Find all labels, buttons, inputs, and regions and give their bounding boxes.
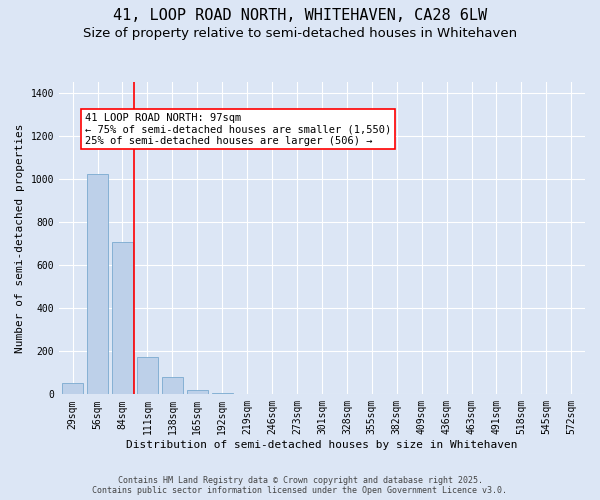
Text: Size of property relative to semi-detached houses in Whitehaven: Size of property relative to semi-detach…	[83, 28, 517, 40]
Text: 41 LOOP ROAD NORTH: 97sqm
← 75% of semi-detached houses are smaller (1,550)
25% : 41 LOOP ROAD NORTH: 97sqm ← 75% of semi-…	[85, 112, 391, 146]
Y-axis label: Number of semi-detached properties: Number of semi-detached properties	[15, 124, 25, 353]
Bar	[87, 174, 108, 394]
Bar	[162, 377, 183, 394]
Text: 41, LOOP ROAD NORTH, WHITEHAVEN, CA28 6LW: 41, LOOP ROAD NORTH, WHITEHAVEN, CA28 6L…	[113, 8, 487, 22]
X-axis label: Distribution of semi-detached houses by size in Whitehaven: Distribution of semi-detached houses by …	[126, 440, 518, 450]
Bar	[137, 356, 158, 395]
Text: Contains HM Land Registry data © Crown copyright and database right 2025.
Contai: Contains HM Land Registry data © Crown c…	[92, 476, 508, 495]
Bar	[187, 390, 208, 394]
Bar	[112, 242, 133, 394]
Bar	[62, 382, 83, 394]
